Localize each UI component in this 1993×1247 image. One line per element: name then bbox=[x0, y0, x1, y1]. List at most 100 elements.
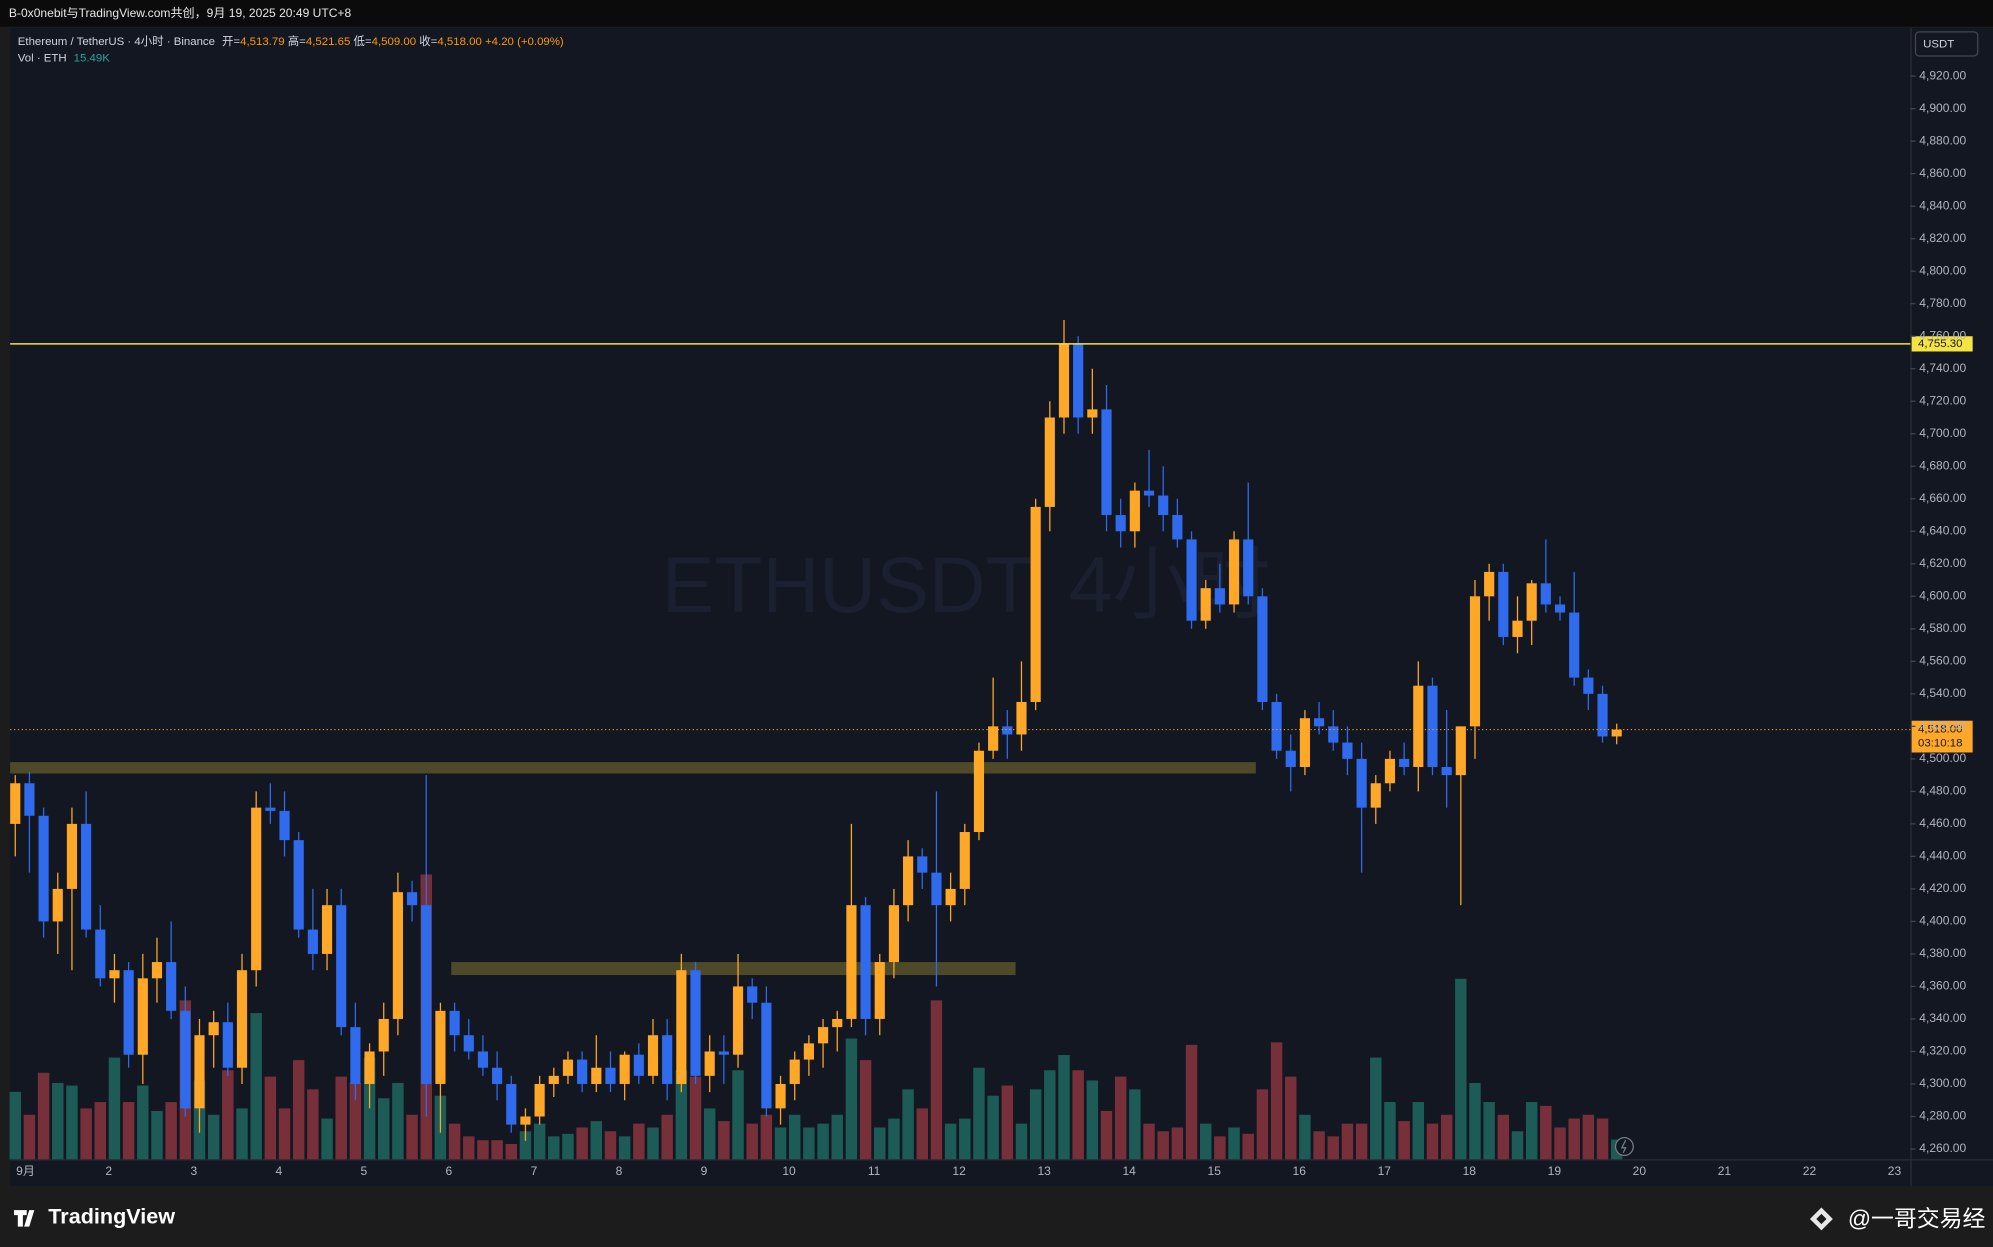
x-tick-label: 12 bbox=[952, 1164, 966, 1178]
volume-bar bbox=[675, 1070, 688, 1160]
volume-bar bbox=[207, 1114, 220, 1160]
volume-bar bbox=[1228, 1127, 1240, 1160]
candle-body bbox=[463, 1035, 474, 1052]
candle-body bbox=[1314, 718, 1325, 727]
legend: Ethereum / TetherUS · 4小时 · Binance 开=4,… bbox=[18, 34, 564, 48]
volume-bar bbox=[1129, 1089, 1141, 1160]
candle-body bbox=[931, 872, 942, 906]
volume-bar bbox=[1525, 1102, 1538, 1160]
y-tick-label: 4,860.00 bbox=[1919, 166, 1966, 180]
candle-body bbox=[492, 1067, 503, 1084]
currency-box[interactable] bbox=[1914, 31, 1979, 57]
candle-body bbox=[435, 1010, 446, 1084]
volume-bar bbox=[122, 1102, 135, 1160]
y-tick-label: 4,540.00 bbox=[1919, 686, 1966, 700]
volume-bar bbox=[264, 1076, 277, 1160]
volume-bar bbox=[1100, 1110, 1113, 1160]
volume-bar bbox=[1412, 1102, 1425, 1160]
candle-body bbox=[1441, 766, 1452, 776]
candle-body bbox=[1214, 588, 1225, 605]
volume-bar bbox=[491, 1140, 503, 1160]
time-axis bbox=[10, 1159, 1993, 1186]
x-tick-label: 15 bbox=[1208, 1164, 1222, 1178]
candle-body bbox=[52, 888, 63, 922]
volume-bar bbox=[689, 1076, 702, 1160]
replay-icon[interactable] bbox=[1614, 1137, 1634, 1157]
candle-body bbox=[1285, 750, 1296, 767]
volume-bar bbox=[477, 1140, 489, 1160]
candle-body bbox=[137, 978, 148, 1055]
candle-body bbox=[846, 905, 857, 1019]
candle-body bbox=[293, 840, 304, 930]
candle-body bbox=[1399, 758, 1410, 767]
candle-body bbox=[1469, 596, 1481, 727]
x-tick-label: 4 bbox=[275, 1164, 282, 1178]
ohlc-name: 高= bbox=[288, 34, 306, 48]
candle-body bbox=[1299, 718, 1311, 767]
volume-bar bbox=[250, 1013, 262, 1160]
volume-bar bbox=[1015, 1123, 1028, 1160]
candle-body bbox=[38, 815, 49, 922]
volume-bar bbox=[1285, 1076, 1297, 1160]
volume-bar bbox=[944, 1123, 957, 1160]
candle-body bbox=[1413, 685, 1424, 767]
candle-body bbox=[1143, 490, 1155, 496]
candle-body bbox=[662, 1035, 673, 1084]
volume-bar bbox=[1299, 1114, 1311, 1160]
y-tick-label: 4,900.00 bbox=[1919, 101, 1966, 115]
candle-body bbox=[1257, 596, 1268, 702]
candle-body bbox=[1427, 685, 1438, 767]
x-tick-label: 2 bbox=[105, 1164, 112, 1178]
volume-bar bbox=[222, 1070, 234, 1160]
volume-bar bbox=[37, 1072, 50, 1160]
candle-body bbox=[619, 1054, 630, 1084]
currency[interactable]: USDT bbox=[1923, 39, 1954, 51]
ohlc-name: 低= bbox=[354, 35, 372, 48]
volume-bar bbox=[321, 1118, 333, 1160]
y-tick-label: 4,640.00 bbox=[1919, 523, 1966, 537]
volume-bar bbox=[831, 1114, 843, 1160]
volume-bar bbox=[1511, 1131, 1524, 1160]
candle-body bbox=[1200, 588, 1211, 621]
change: +4.20 (+0.09%) bbox=[485, 36, 564, 48]
volume-bar bbox=[1370, 1057, 1382, 1160]
y-tick-label: 4,260.00 bbox=[1919, 1141, 1966, 1155]
candle-body bbox=[1101, 409, 1112, 516]
x-tick-label: 16 bbox=[1293, 1164, 1307, 1178]
y-tick-label: 4,480.00 bbox=[1919, 784, 1966, 798]
candle-body bbox=[279, 810, 290, 841]
x-tick-label: 13 bbox=[1037, 1164, 1051, 1178]
volume-bar bbox=[774, 1127, 787, 1160]
candle-body bbox=[95, 929, 106, 979]
volume-bar bbox=[930, 1000, 943, 1160]
candle-body bbox=[392, 892, 403, 1019]
volume-bar bbox=[576, 1127, 588, 1160]
author: @一哥交易经 bbox=[1848, 1205, 1986, 1231]
candle-body bbox=[1597, 693, 1608, 737]
volume-bar bbox=[746, 1123, 758, 1160]
volume-bar bbox=[1242, 1133, 1254, 1160]
countdown: 03:10:18 bbox=[1918, 738, 1962, 750]
y-tick-label: 4,280.00 bbox=[1919, 1109, 1966, 1123]
volume-bar bbox=[562, 1133, 574, 1160]
candle-body bbox=[350, 1027, 361, 1084]
candle-body bbox=[633, 1054, 644, 1076]
ohlc-value: 4,521.65 bbox=[306, 36, 350, 48]
volume-bar bbox=[108, 1057, 121, 1160]
y-tick-label: 4,780.00 bbox=[1919, 296, 1966, 310]
y-tick-label: 4,400.00 bbox=[1919, 914, 1966, 928]
candle-body bbox=[378, 1018, 389, 1052]
volume-bar bbox=[647, 1127, 659, 1160]
volume-bar bbox=[1143, 1123, 1155, 1160]
candle-body bbox=[506, 1083, 517, 1125]
x-tick-label: 6 bbox=[446, 1164, 453, 1178]
volume-bar bbox=[618, 1136, 631, 1160]
candle-body bbox=[166, 962, 177, 1011]
y-tick-label: 4,500.00 bbox=[1919, 751, 1966, 765]
volume-bar bbox=[1582, 1114, 1595, 1160]
candle-body bbox=[66, 823, 78, 889]
volume-bar bbox=[1001, 1085, 1014, 1160]
candle-body bbox=[1172, 515, 1183, 540]
x-tick-label: 17 bbox=[1378, 1164, 1392, 1178]
